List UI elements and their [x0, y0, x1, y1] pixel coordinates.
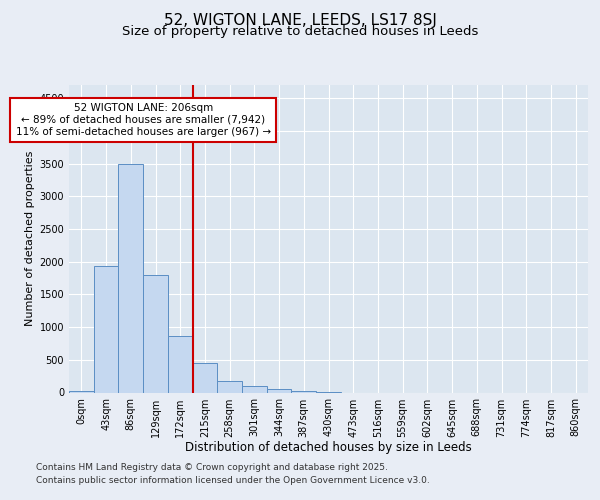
- Bar: [94, 266, 118, 392]
- Y-axis label: Number of detached properties: Number of detached properties: [25, 151, 35, 326]
- Bar: [267, 389, 292, 392]
- Text: Contains HM Land Registry data © Crown copyright and database right 2025.: Contains HM Land Registry data © Crown c…: [36, 464, 388, 472]
- Text: 52 WIGTON LANE: 206sqm
← 89% of detached houses are smaller (7,942)
11% of semi-: 52 WIGTON LANE: 206sqm ← 89% of detached…: [16, 104, 271, 136]
- Bar: [242, 386, 267, 392]
- Bar: [143, 274, 168, 392]
- Bar: [118, 164, 143, 392]
- Text: Contains public sector information licensed under the Open Government Licence v3: Contains public sector information licen…: [36, 476, 430, 485]
- X-axis label: Distribution of detached houses by size in Leeds: Distribution of detached houses by size …: [185, 441, 472, 454]
- Bar: [217, 381, 242, 392]
- Bar: [69, 390, 94, 392]
- Text: Size of property relative to detached houses in Leeds: Size of property relative to detached ho…: [122, 25, 478, 38]
- Text: 52, WIGTON LANE, LEEDS, LS17 8SJ: 52, WIGTON LANE, LEEDS, LS17 8SJ: [164, 12, 436, 28]
- Bar: [193, 363, 217, 392]
- Bar: [168, 336, 193, 392]
- Bar: [292, 390, 316, 392]
